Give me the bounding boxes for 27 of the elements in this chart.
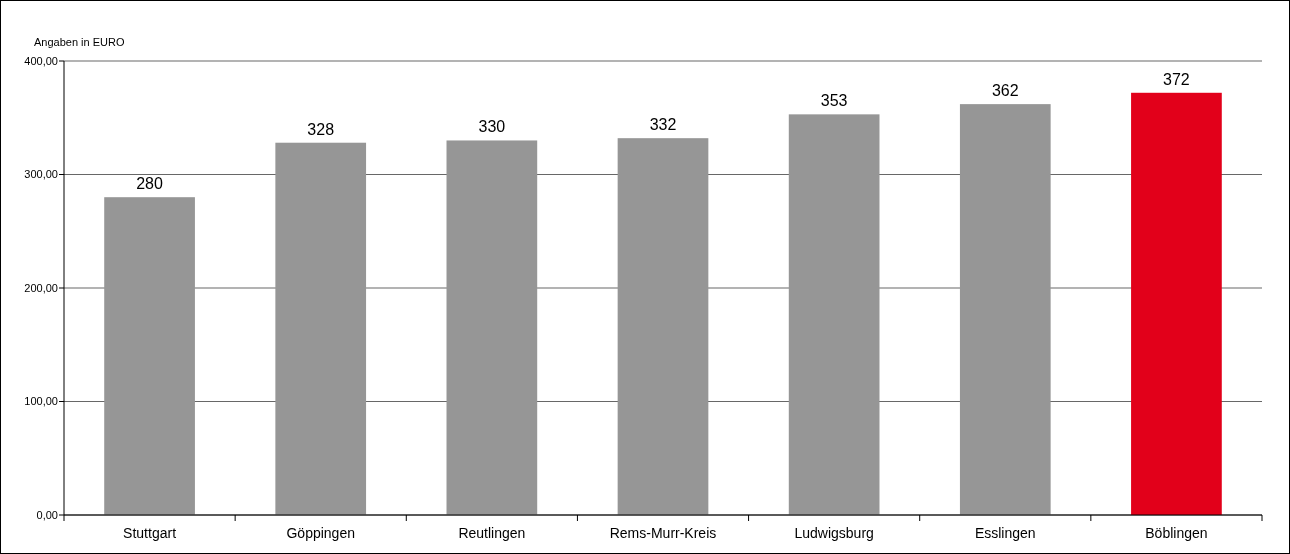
bar [446,140,538,515]
x-tick-label: Reutlingen [458,525,526,541]
data-label: 362 [991,82,1019,100]
data-label: 372 [1163,70,1190,88]
data-label: 353 [820,92,848,110]
y-tick-label: 400,00 [24,54,58,67]
x-tick-label: Stuttgart [123,525,177,541]
x-tick-label: Rems-Murr-Kreis [609,525,717,541]
y-tick-label: 0,00 [36,508,58,521]
x-tick-label: Ludwigsburg [794,525,874,541]
data-label: 332 [649,116,677,134]
y-tick-label: 200,00 [24,281,58,294]
data-label: 280 [136,175,164,193]
y-tick-label: 100,00 [24,395,58,408]
data-label: 328 [307,120,335,138]
x-tick-label: Böblingen [1145,525,1208,541]
bar [275,142,367,515]
bar [959,104,1051,515]
bar [1131,92,1222,515]
bar [104,197,195,515]
x-tick-label: Esslingen [974,525,1036,541]
bar [617,138,709,515]
bar [788,114,880,515]
y-axis-title: Angaben in EURO [34,36,125,48]
y-tick-label: 300,00 [24,168,58,181]
data-label: 330 [478,118,506,136]
x-tick-label: Göppingen [286,525,355,541]
